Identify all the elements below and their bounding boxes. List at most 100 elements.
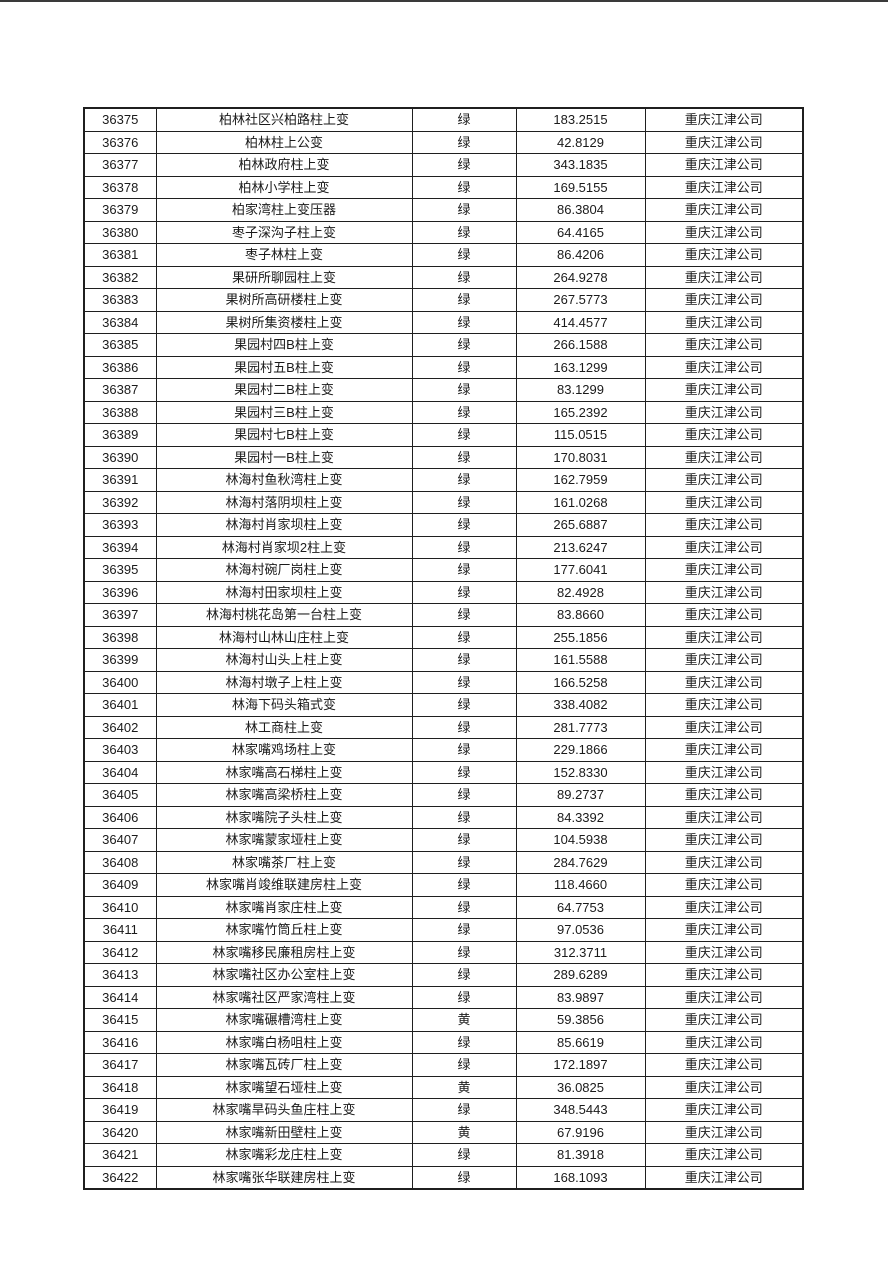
cell-status: 绿 xyxy=(411,468,517,492)
cell-value: 348.5443 xyxy=(515,1098,646,1122)
cell-company: 重庆江津公司 xyxy=(644,400,804,424)
cell-id: 36382 xyxy=(83,265,157,289)
cell-value: 118.4660 xyxy=(515,873,646,897)
table-row: 36422 林家嘴张华联建房柱上变绿 168.1093 重庆江津公司 xyxy=(83,1165,804,1190)
cell-company: 重庆江津公司 xyxy=(644,648,804,672)
cell-name: 林海村肖家坝2柱上变 xyxy=(155,535,413,559)
table-row: 36377 柏林政府柱上变绿 343.1835 重庆江津公司 xyxy=(83,153,804,177)
table-row: 36400 林海村墩子上柱上变绿 166.5258 重庆江津公司 xyxy=(83,670,804,694)
cell-value: 36.0825 xyxy=(515,1075,646,1099)
cell-name: 林家嘴瓦砖厂柱上变 xyxy=(155,1053,413,1077)
cell-status: 绿 xyxy=(411,828,517,852)
cell-company: 重庆江津公司 xyxy=(644,423,804,447)
cell-status: 绿 xyxy=(411,198,517,222)
cell-company: 重庆江津公司 xyxy=(644,1165,804,1190)
cell-status: 绿 xyxy=(411,895,517,919)
cell-name: 林海村鱼秋湾柱上变 xyxy=(155,468,413,492)
cell-name: 果园村五B柱上变 xyxy=(155,355,413,379)
cell-company: 重庆江津公司 xyxy=(644,468,804,492)
cell-name: 林海村山头上柱上变 xyxy=(155,648,413,672)
cell-value: 289.6289 xyxy=(515,963,646,987)
cell-value: 42.8129 xyxy=(515,130,646,154)
cell-id: 36419 xyxy=(83,1098,157,1122)
cell-status: 绿 xyxy=(411,693,517,717)
table-row: 36401 林海下码头箱式变绿 338.4082 重庆江津公司 xyxy=(83,693,804,717)
cell-id: 36389 xyxy=(83,423,157,447)
cell-value: 104.5938 xyxy=(515,828,646,852)
cell-name: 果园村七B柱上变 xyxy=(155,423,413,447)
cell-status: 绿 xyxy=(411,963,517,987)
cell-status: 绿 xyxy=(411,1053,517,1077)
table-row: 36386 果园村五B柱上变绿 163.1299 重庆江津公司 xyxy=(83,355,804,379)
cell-value: 83.8660 xyxy=(515,603,646,627)
table-row: 36408 林家嘴茶厂柱上变绿 284.7629 重庆江津公司 xyxy=(83,850,804,874)
cell-company: 重庆江津公司 xyxy=(644,288,804,312)
cell-status: 绿 xyxy=(411,625,517,649)
table-row: 36398 林海村山林山庄柱上变绿 255.1856 重庆江津公司 xyxy=(83,625,804,649)
cell-status: 绿 xyxy=(411,873,517,897)
cell-id: 36402 xyxy=(83,715,157,739)
cell-status: 绿 xyxy=(411,1098,517,1122)
table-row: 36394 林海村肖家坝2柱上变绿 213.6247 重庆江津公司 xyxy=(83,535,804,559)
cell-name: 柏林小学柱上变 xyxy=(155,175,413,199)
cell-value: 67.9196 xyxy=(515,1120,646,1144)
cell-value: 284.7629 xyxy=(515,850,646,874)
cell-status: 绿 xyxy=(411,1165,517,1190)
cell-value: 172.1897 xyxy=(515,1053,646,1077)
table-row: 36395 林海村碗厂岗柱上变绿 177.6041 重庆江津公司 xyxy=(83,558,804,582)
cell-id: 36416 xyxy=(83,1030,157,1054)
cell-id: 36421 xyxy=(83,1143,157,1167)
cell-value: 152.8330 xyxy=(515,760,646,784)
cell-name: 林家嘴社区严家湾柱上变 xyxy=(155,985,413,1009)
cell-status: 绿 xyxy=(411,1030,517,1054)
cell-company: 重庆江津公司 xyxy=(644,625,804,649)
cell-id: 36405 xyxy=(83,783,157,807)
table-row: 36405 林家嘴高梁桥柱上变绿 89.2737 重庆江津公司 xyxy=(83,783,804,807)
cell-company: 重庆江津公司 xyxy=(644,558,804,582)
cell-name: 柏林社区兴柏路柱上变 xyxy=(155,107,413,132)
cell-id: 36381 xyxy=(83,243,157,267)
table-row: 36419 林家嘴旱码头鱼庄柱上变绿 348.5443 重庆江津公司 xyxy=(83,1098,804,1122)
cell-value: 165.2392 xyxy=(515,400,646,424)
cell-id: 36415 xyxy=(83,1008,157,1032)
cell-company: 重庆江津公司 xyxy=(644,580,804,604)
cell-status: 绿 xyxy=(411,107,517,132)
cell-company: 重庆江津公司 xyxy=(644,940,804,964)
cell-name: 果园村一B柱上变 xyxy=(155,445,413,469)
cell-name: 林家嘴茶厂柱上变 xyxy=(155,850,413,874)
cell-company: 重庆江津公司 xyxy=(644,220,804,244)
cell-company: 重庆江津公司 xyxy=(644,243,804,267)
cell-value: 59.3856 xyxy=(515,1008,646,1032)
cell-value: 83.9897 xyxy=(515,985,646,1009)
table-row: 36403 林家嘴鸡场柱上变绿 229.1866 重庆江津公司 xyxy=(83,738,804,762)
cell-company: 重庆江津公司 xyxy=(644,760,804,784)
table-row: 36413 林家嘴社区办公室柱上变绿 289.6289 重庆江津公司 xyxy=(83,963,804,987)
cell-value: 338.4082 xyxy=(515,693,646,717)
cell-id: 36388 xyxy=(83,400,157,424)
cell-name: 林家嘴竹筒丘柱上变 xyxy=(155,918,413,942)
cell-name: 林家嘴碾槽湾柱上变 xyxy=(155,1008,413,1032)
cell-id: 36397 xyxy=(83,603,157,627)
cell-value: 183.2515 xyxy=(515,107,646,132)
cell-status: 绿 xyxy=(411,153,517,177)
cell-value: 163.1299 xyxy=(515,355,646,379)
cell-status: 绿 xyxy=(411,738,517,762)
cell-status: 绿 xyxy=(411,400,517,424)
cell-value: 86.3804 xyxy=(515,198,646,222)
cell-id: 36376 xyxy=(83,130,157,154)
cell-id: 36422 xyxy=(83,1165,157,1190)
table-row: 36407 林家嘴蒙家垭柱上变绿 104.5938 重庆江津公司 xyxy=(83,828,804,852)
cell-company: 重庆江津公司 xyxy=(644,535,804,559)
cell-company: 重庆江津公司 xyxy=(644,895,804,919)
cell-id: 36420 xyxy=(83,1120,157,1144)
cell-id: 36385 xyxy=(83,333,157,357)
cell-company: 重庆江津公司 xyxy=(644,850,804,874)
cell-name: 柏家湾柱上变压器 xyxy=(155,198,413,222)
cell-status: 绿 xyxy=(411,603,517,627)
cell-value: 312.3711 xyxy=(515,940,646,964)
cell-value: 83.1299 xyxy=(515,378,646,402)
cell-id: 36406 xyxy=(83,805,157,829)
table-row: 36411 林家嘴竹筒丘柱上变绿 97.0536 重庆江津公司 xyxy=(83,918,804,942)
cell-company: 重庆江津公司 xyxy=(644,603,804,627)
